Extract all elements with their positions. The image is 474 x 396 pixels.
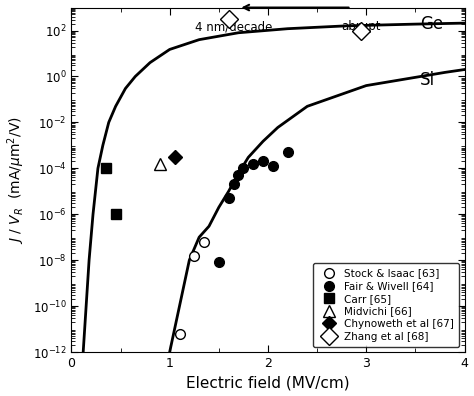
Text: 4 nm/decade: 4 nm/decade (195, 20, 272, 33)
Text: abrupt: abrupt (342, 20, 381, 33)
Text: Ge: Ge (420, 15, 443, 32)
X-axis label: Electric field (MV/cm): Electric field (MV/cm) (186, 375, 350, 390)
Legend: Stock & Isaac [63], Fair & Wivell [64], Carr [65], Midvichi [66], Chynoweth et a: Stock & Isaac [63], Fair & Wivell [64], … (313, 263, 459, 347)
Text: Si: Si (420, 71, 436, 89)
Y-axis label: $J$ / $V_R$  (mA/$\mu$m$^2$/V): $J$ / $V_R$ (mA/$\mu$m$^2$/V) (6, 116, 27, 244)
